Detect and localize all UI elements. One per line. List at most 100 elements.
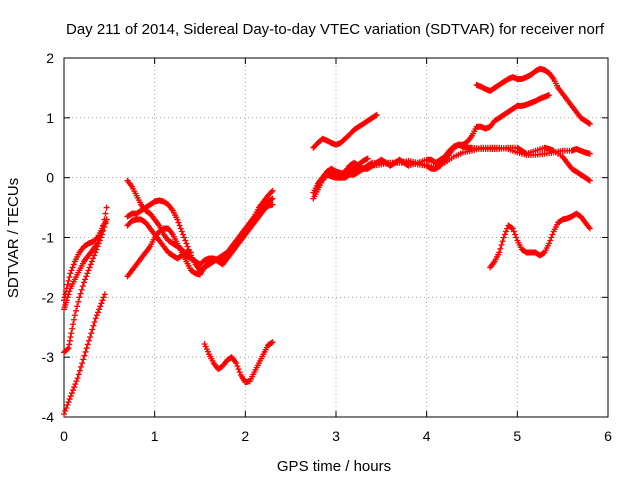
x-tick-label: 0 (60, 428, 68, 444)
data-point (233, 360, 240, 367)
y-tick-label: 1 (46, 110, 54, 126)
data-point (70, 387, 77, 394)
x-tick-label: 3 (332, 428, 340, 444)
data-point (65, 277, 72, 284)
data-point (373, 111, 380, 118)
data-point (67, 393, 74, 400)
data-point (69, 264, 76, 271)
data-point (72, 381, 79, 388)
data-point (62, 291, 69, 298)
x-tick-labels: 0 1 2 3 4 5 6 (60, 428, 612, 444)
data-point (586, 225, 593, 232)
data-point (68, 390, 75, 397)
series-s1 (61, 291, 108, 418)
data-point (103, 216, 110, 223)
data-point (70, 261, 77, 268)
chart-title: Day 211 of 2014, Sidereal Day-to-day VTE… (66, 21, 605, 38)
data-point (548, 234, 555, 241)
data-point (175, 219, 182, 226)
data-point (89, 326, 96, 333)
x-axis-label: GPS time / hours (277, 458, 391, 475)
data-point (67, 270, 74, 277)
data-point (85, 267, 92, 274)
x-tick-label: 5 (513, 428, 521, 444)
data-point (83, 273, 90, 280)
data-point (501, 231, 508, 238)
data-point (76, 367, 83, 374)
data-point (364, 155, 371, 162)
data-point (99, 297, 106, 304)
data-point (65, 345, 72, 352)
data-point (78, 363, 84, 370)
data-point (87, 333, 94, 340)
data-point (174, 216, 181, 223)
data-point (69, 325, 76, 332)
series-s3 (61, 204, 110, 313)
y-axis-label: SDTVAR / TECUs (5, 178, 22, 298)
data-point (181, 234, 188, 241)
data-point (67, 333, 74, 340)
data-point (64, 346, 71, 353)
data-point (102, 210, 109, 217)
data-point (63, 405, 70, 412)
data-point (82, 276, 89, 283)
data-point (269, 195, 276, 202)
data-point (65, 399, 72, 406)
data-point (81, 352, 88, 359)
y-tick-label: 0 (46, 170, 54, 186)
data-point (585, 176, 592, 183)
data-point (90, 255, 97, 262)
data-point (63, 288, 70, 295)
data-point (234, 363, 241, 370)
data-point (78, 286, 85, 293)
data-point (61, 411, 67, 418)
data-point (61, 294, 68, 301)
data-point (510, 228, 517, 235)
data-point (75, 298, 82, 305)
data-point (64, 281, 71, 288)
data-point (92, 315, 99, 322)
data-point (586, 120, 593, 127)
data-point (176, 222, 183, 229)
data-point (372, 112, 379, 119)
data-point (80, 356, 87, 363)
data-point (586, 177, 593, 184)
data-point (66, 337, 73, 344)
series-s15 (473, 65, 593, 127)
data-point (101, 291, 108, 298)
data-point (62, 408, 69, 415)
x-tick-label: 6 (604, 428, 612, 444)
data-point (79, 283, 86, 290)
data-point (68, 267, 75, 274)
data-point (82, 348, 89, 355)
data-point (66, 396, 73, 403)
data-point (70, 316, 77, 323)
data-point (187, 249, 194, 256)
data-point (177, 225, 184, 232)
y-tick-label: 2 (46, 50, 54, 66)
data-point (586, 150, 593, 157)
data-point (508, 224, 515, 231)
data-point (93, 235, 100, 242)
data-point (236, 369, 243, 376)
data-point (503, 228, 509, 235)
data-point (95, 309, 101, 316)
data-point (513, 234, 520, 241)
series-s14 (319, 155, 371, 181)
x-tick-label: 4 (423, 428, 431, 444)
data-point (98, 300, 105, 307)
data-point (74, 375, 81, 382)
data-point (68, 330, 75, 337)
data-point (178, 228, 185, 235)
data-point (90, 322, 97, 329)
data-point (76, 294, 83, 301)
data-point (585, 120, 592, 127)
series-s4 (61, 216, 110, 304)
data-point (103, 204, 110, 211)
data-point (268, 189, 275, 196)
data-point (84, 341, 91, 348)
data-point (549, 231, 556, 238)
data-point (88, 330, 95, 337)
data-point (509, 225, 516, 232)
